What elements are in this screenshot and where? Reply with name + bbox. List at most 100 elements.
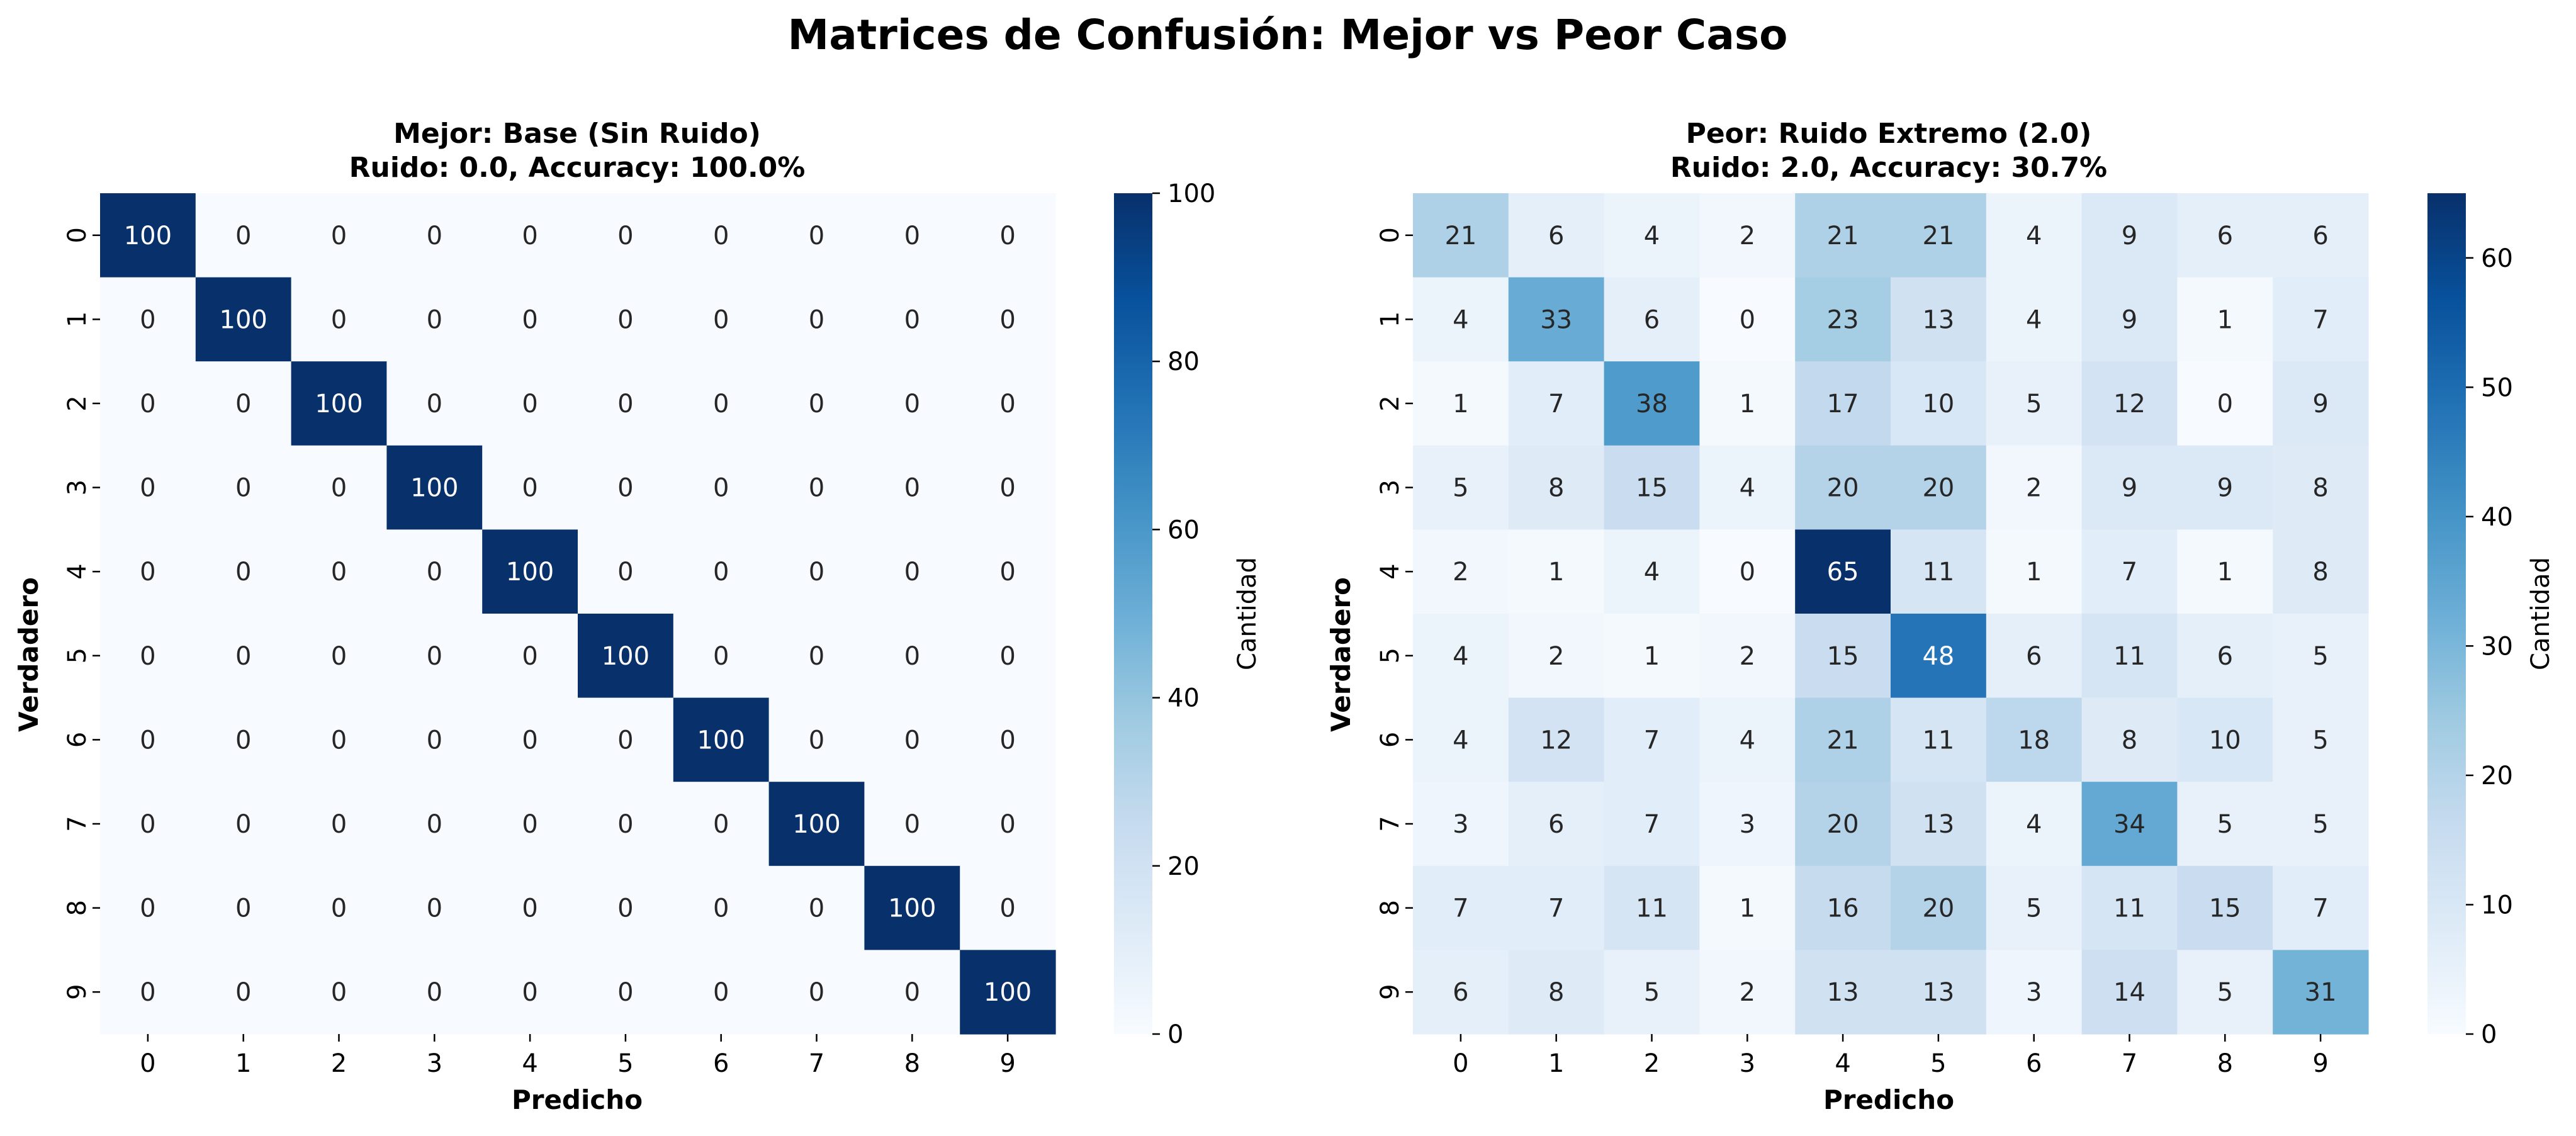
heatmap-cell [768,193,865,278]
heatmap-cell [1795,193,1891,278]
cell-value-label: 0 [427,810,442,839]
cell-value-label: 13 [1922,305,1954,334]
heatmap-cell [482,614,578,699]
cell-value-label: 0 [140,642,155,671]
cell-value-label: 0 [904,726,920,755]
heatmap-cell [960,445,1056,530]
heatmap-cell [673,782,770,867]
heatmap-cell [673,697,770,782]
cell-value-label: 4 [2026,305,2042,334]
heatmap-cell [2273,614,2369,699]
cell-value-label: 100 [697,726,745,755]
heatmap-cell [2177,193,2273,278]
cell-value-label: 8 [2122,726,2137,755]
y-tick-label: 2 [1376,395,1405,411]
heatmap-cell [195,193,292,278]
cell-value-label: 65 [1827,558,1859,587]
heatmap-cell [386,950,483,1035]
cell-value-label: 0 [427,222,442,250]
cell-value-label: 18 [2018,726,2050,755]
cell-value-label: 0 [904,642,920,671]
x-tick-label: 5 [617,1049,633,1078]
heatmap-cell [1508,950,1605,1035]
cell-value-label: 11 [2113,642,2146,671]
cell-value-label: 9 [2217,474,2233,503]
heatmap-cell [960,277,1056,362]
x-tick-label: 6 [713,1049,729,1078]
heatmap-cell [2081,361,2178,446]
cell-value-labels: 21 6 4 2 21 21 4 9 6 64 33 6 0 23 13 4 9 1 71 7 38 1 17 10 5 12 0 9… [1444,222,2336,1007]
cell-value-label: 0 [904,978,920,1007]
cell-value-label: 3 [1740,810,1755,839]
cell-value-label: 0 [331,726,347,755]
cell-value-label: 5 [2312,642,2328,671]
heatmap-cell [195,529,292,614]
heatmap-cell [578,193,674,278]
y-axis-ticks: 0 1 2 3 4 5 6 7 8 9 [63,227,100,1000]
panel-title-line2: Ruido: 0.0, Accuracy: 100.0% [349,152,806,184]
cell-value-label: 0 [904,810,920,839]
cell-value-label: 0 [713,474,729,503]
y-tick-label: 8 [63,900,92,916]
cell-value-label: 0 [140,558,155,587]
y-tick-label: 7 [1376,816,1405,831]
cell-value-label: 0 [522,978,537,1007]
heatmap-cell [578,445,674,530]
heatmap-cell [673,193,770,278]
heatmap-cell [2081,782,2178,867]
cell-value-label: 2 [2026,474,2042,503]
cell-value-label: 23 [1827,305,1859,334]
cell-value-label: 2 [1740,642,1755,671]
heatmap-cell [578,361,674,446]
cell-value-label: 20 [1922,894,1954,923]
heatmap-cell [1986,782,2083,867]
heatmap-cell [768,697,865,782]
cell-value-label: 0 [904,558,920,587]
cell-value-label: 0 [809,726,824,755]
cell-value-label: 0 [904,390,920,419]
heatmap-cell [386,193,483,278]
cell-value-label: 2 [1548,642,1564,671]
heatmap-cell [864,529,960,614]
heatmap-cell [1413,361,1509,446]
heatmap-cell [2177,697,2273,782]
cell-value-label: 0 [999,810,1015,839]
heatmap-cell [960,529,1056,614]
heatmap-cell [1986,614,2083,699]
heatmap-cell [1413,614,1509,699]
x-tick-label: 3 [427,1049,442,1078]
cell-value-label: 7 [1644,726,1660,755]
heatmap-cell [1604,193,1700,278]
colorbar-gradient [2427,193,2466,1034]
x-tick-label: 0 [140,1049,155,1078]
heatmap-cell [2273,950,2369,1035]
cell-value-label: 0 [522,305,537,334]
cell-value-label: 13 [1827,978,1859,1007]
cell-value-label: 0 [617,894,633,923]
heatmap-cell [768,950,865,1035]
heatmap-cell [2081,277,2178,362]
cell-value-label: 0 [809,390,824,419]
cell-value-label: 38 [1636,390,1668,419]
heatmap-cell [2177,865,2273,950]
heatmap-cell [291,445,387,530]
x-tick-label: 3 [1740,1049,1755,1078]
cell-value-label: 0 [427,726,442,755]
cell-value-label: 4 [1740,726,1755,755]
heatmap-cell [2273,193,2369,278]
heatmap-cell [482,950,578,1035]
heatmap-cell [386,529,483,614]
heatmap-cell [1413,697,1509,782]
heatmap-cell [1986,193,2083,278]
heatmap-cell [768,445,865,530]
cell-value-label: 10 [1922,390,1954,419]
cell-value-label: 6 [2312,222,2328,250]
heatmap-cell [1891,193,1987,278]
cell-value-label: 2 [1740,978,1755,1007]
colorbar-tick-label: 60 [1167,515,1200,544]
heatmap-cell [291,361,387,446]
cell-value-label: 9 [2122,305,2137,334]
cell-value-label: 3 [1453,810,1468,839]
heatmap-cell [1604,445,1700,530]
cell-value-label: 16 [1827,894,1859,923]
